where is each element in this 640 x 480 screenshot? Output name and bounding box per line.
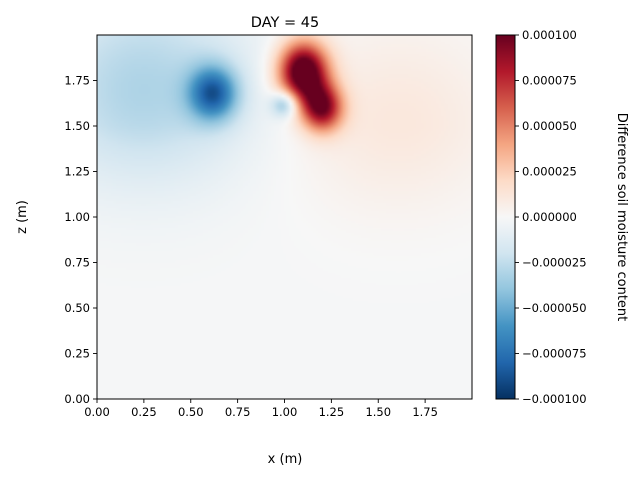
x-axis-label: x (m) [268,452,303,467]
x-tick-label: 1.50 [365,405,391,419]
x-axis-ticks: 0.00 0.25 0.50 0.75 1.00 1.25 1.50 1.75 [84,399,438,419]
plot-area [96,34,473,400]
x-tick-label: 1.00 [272,405,298,419]
x-tick-label: 0.25 [131,405,157,419]
colorbar-tick-label: 0.000050 [522,119,577,133]
colorbar-tick-label: 0.000075 [522,74,577,88]
y-tick-label: 1.25 [64,165,90,179]
x-tick-label: 0.75 [225,405,251,419]
colorbar-tick-label: −0.000100 [522,392,587,406]
x-tick-label: 0.00 [84,405,110,419]
colorbar [495,34,516,400]
y-tick-label: 0.75 [64,256,90,270]
colorbar-tick-label: −0.000050 [522,301,587,315]
chart-title: DAY = 45 [251,15,319,31]
y-tick-label: 1.50 [64,119,90,133]
colorbar-tick-label: 0.000025 [522,165,577,179]
colorbar-tick-label: 0.000000 [522,210,577,224]
y-tick-label: 1.75 [64,74,90,88]
colorbar-ticks: 0.000100 0.000075 0.000050 0.000025 0.000000… [515,28,587,406]
colorbar-tick-label: 0.000100 [522,28,577,42]
x-tick-label: 1.75 [412,405,438,419]
x-tick-label: 1.25 [319,405,345,419]
y-axis-ticks: 0.00 0.25 0.50 0.75 1.00 1.25 1.50 1.75 [64,74,97,406]
x-tick-label: 0.50 [178,405,204,419]
colorbar-gradient [495,34,516,400]
heatmap-image [97,35,472,399]
colorbar-tick-label: −0.000025 [522,256,587,270]
y-tick-label: 0.00 [64,392,90,406]
colorbar-tick-label: −0.000075 [522,347,587,361]
colorbar-label: Difference soil moisture content [614,113,629,322]
y-axis-label: z (m) [15,200,30,234]
y-tick-label: 0.25 [64,347,90,361]
y-tick-label: 0.50 [64,301,90,315]
y-tick-label: 1.00 [64,210,90,224]
